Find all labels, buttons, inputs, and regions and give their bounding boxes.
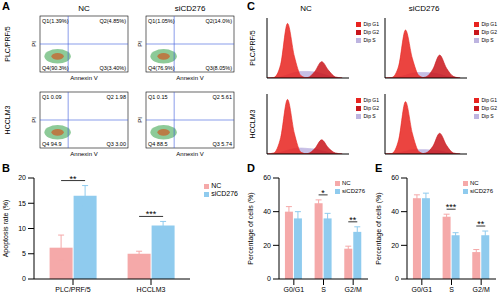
svg-text:S: S: [449, 286, 454, 293]
svg-text:5: 5: [22, 250, 26, 257]
svg-text:G0/G1: G0/G1: [284, 286, 305, 293]
html-text:Dip G1: Dip G1: [481, 97, 497, 103]
svg-text:0: 0: [267, 275, 271, 282]
svg-text:G2/M: G2/M: [473, 286, 490, 293]
svg-text:20: 20: [18, 174, 26, 181]
html-text:Dip G1: Dip G1: [481, 21, 497, 27]
svg-text:**: **: [349, 215, 357, 225]
svg-text:Q4(90.3%): Q4(90.3%): [42, 65, 69, 71]
svg-text:G2/M: G2/M: [345, 286, 362, 293]
svg-text:*: *: [321, 188, 325, 198]
svg-text:PI: PI: [31, 117, 37, 123]
html-text:Dip S: Dip S: [363, 113, 376, 119]
svg-text:PLC/PRF/5: PLC/PRF/5: [55, 286, 91, 293]
svg-text:Apoptosis rate (%): Apoptosis rate (%): [8, 200, 10, 258]
svg-text:Q2(14.0%): Q2(14.0%): [205, 18, 232, 24]
svg-text:HCCLM3: HCCLM3: [137, 286, 166, 293]
svg-text:Q3 5.74: Q3 5.74: [212, 141, 232, 147]
svg-text:***: ***: [146, 209, 157, 219]
html-text:siCD276: siCD276: [470, 188, 493, 194]
svg-text:Q2(4.85%): Q2(4.85%): [99, 18, 126, 24]
svg-text:NC: NC: [300, 4, 312, 13]
svg-text:PI: PI: [137, 117, 143, 123]
svg-text:***: ***: [446, 202, 457, 212]
svg-text:NC: NC: [78, 4, 90, 13]
svg-text:40: 40: [391, 208, 399, 215]
html-text:siCD276: siCD276: [342, 188, 365, 194]
html-text:Dip S: Dip S: [363, 37, 376, 43]
svg-text:HCCLM3: HCCLM3: [249, 110, 256, 139]
svg-text:Q1(1.39%): Q1(1.39%): [42, 18, 69, 24]
html-text:Dip G1: Dip G1: [363, 21, 379, 27]
svg-text:Q1 0.15: Q1 0.15: [148, 94, 168, 100]
svg-text:Annexin V: Annexin V: [176, 75, 203, 81]
html-text:Dip G2: Dip G2: [481, 29, 497, 35]
svg-text:**: **: [70, 174, 78, 184]
html-text:Dip G2: Dip G2: [363, 105, 379, 111]
html-text:NC: NC: [470, 180, 479, 186]
svg-text:G0/G1: G0/G1: [412, 286, 433, 293]
svg-text:Q4 88.5: Q4 88.5: [148, 141, 168, 147]
svg-text:A: A: [8, 0, 10, 12]
svg-text:Percentage of cells (%): Percentage of cells (%): [375, 192, 383, 264]
html-text:E: E: [375, 162, 383, 174]
html-text:Dip G1: Dip G1: [363, 97, 379, 103]
svg-text:20: 20: [391, 242, 399, 249]
svg-text:PLC/PRF/5: PLC/PRF/5: [249, 30, 256, 66]
html-text:Dip G2: Dip G2: [481, 105, 497, 111]
html-text:siCD276: siCD276: [211, 190, 238, 197]
svg-text:60: 60: [391, 174, 399, 181]
svg-text:Q3(3.40%): Q3(3.40%): [99, 65, 126, 71]
svg-text:Percentage of cells (%): Percentage of cells (%): [247, 192, 255, 264]
html-text:Dip S: Dip S: [481, 113, 494, 119]
html-text:Dip G2: Dip G2: [363, 29, 379, 35]
svg-text:siCD276: siCD276: [409, 4, 440, 13]
svg-text:PLC/PRF/5: PLC/PRF/5: [8, 26, 11, 62]
svg-text:Q1(1.05%): Q1(1.05%): [148, 18, 175, 24]
svg-text:Q4(76.9%): Q4(76.9%): [148, 65, 175, 71]
svg-text:**: **: [477, 219, 485, 229]
svg-text:HCCLM3: HCCLM3: [8, 106, 11, 135]
svg-text:10: 10: [18, 225, 26, 232]
svg-text:0: 0: [22, 275, 26, 282]
svg-text:S: S: [321, 286, 326, 293]
svg-text:C: C: [247, 0, 255, 12]
svg-text:Annexin V: Annexin V: [176, 151, 203, 157]
svg-text:Q2 1.98: Q2 1.98: [106, 94, 126, 100]
svg-text:Q3(8.05%): Q3(8.05%): [205, 65, 232, 71]
html-text:NC: NC: [211, 182, 222, 189]
svg-text:Annexin V: Annexin V: [70, 75, 97, 81]
svg-text:20: 20: [263, 242, 271, 249]
svg-text:PI: PI: [31, 41, 37, 47]
svg-text:siCD276: siCD276: [175, 4, 206, 13]
html-text:NC: NC: [342, 180, 351, 186]
svg-text:Q3 3.00: Q3 3.00: [106, 141, 126, 147]
svg-text:0: 0: [395, 275, 399, 282]
html-text:B: B: [2, 162, 10, 174]
html-text:Dip S: Dip S: [481, 37, 494, 43]
svg-text:Q4 94.9: Q4 94.9: [42, 141, 62, 147]
svg-text:PI: PI: [137, 41, 143, 47]
svg-text:15: 15: [18, 200, 26, 207]
svg-text:Q2 5.61: Q2 5.61: [212, 94, 232, 100]
svg-text:Q1 0.09: Q1 0.09: [42, 94, 62, 100]
svg-text:40: 40: [263, 208, 271, 215]
html-text:D: D: [247, 162, 255, 174]
svg-text:Annexin V: Annexin V: [70, 151, 97, 157]
svg-text:60: 60: [263, 174, 271, 181]
